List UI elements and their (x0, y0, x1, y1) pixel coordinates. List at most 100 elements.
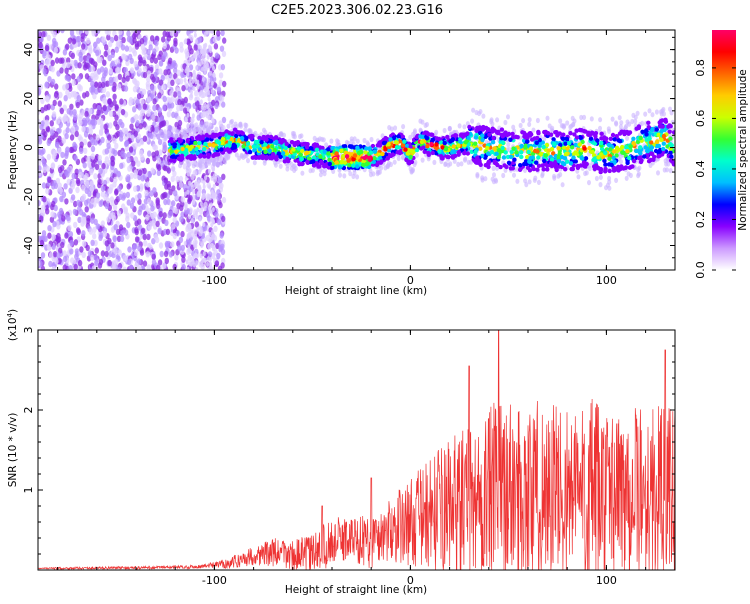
spectrogram-cell (42, 50, 46, 56)
spectrogram-cell (220, 244, 224, 250)
spectrogram-cell (85, 116, 89, 122)
spectrogram-cell (208, 238, 211, 243)
spectrogram-cell (224, 155, 228, 160)
spectrogram-cell (425, 136, 429, 140)
spectrogram-cell (115, 124, 119, 130)
spectrogram-cell (91, 119, 95, 125)
spectrogram-cell (39, 42, 43, 48)
spectrogram-cell (479, 109, 483, 114)
spectrogram-cell (124, 85, 128, 91)
spectrogram-cell (41, 148, 45, 154)
spectrogram-cell (90, 137, 94, 143)
spectrogram-cell (85, 91, 89, 97)
spectrogram-cell (193, 70, 196, 75)
spectrogram-cell (182, 264, 186, 270)
spectrogram-cell (99, 201, 103, 207)
spectrogram-cell (212, 119, 215, 124)
spectrogram-cell (63, 49, 67, 55)
spectrogram-cell (121, 109, 125, 115)
spectrogram-cell (167, 35, 171, 41)
spectrogram-cell (467, 125, 471, 129)
spectrogram-cell (434, 142, 438, 146)
spectrogram-cell (67, 225, 71, 231)
spectrogram-cell (179, 205, 183, 211)
spectrogram-cell (150, 213, 154, 219)
spectrogram-cell (47, 225, 51, 231)
spectrogram-cell (124, 207, 128, 213)
spectrogram-cell (300, 142, 304, 146)
spectrogram-cell (146, 49, 150, 55)
spectrogram-cell (620, 150, 624, 154)
spectrogram-cell (41, 252, 45, 258)
spectrogram-cell (103, 70, 107, 76)
spectrogram-cell (485, 146, 489, 150)
spectrogram-cell (385, 164, 389, 169)
spectrogram-cell (152, 187, 156, 193)
spectrogram-cell (557, 159, 561, 163)
spectrogram-cell (169, 90, 173, 96)
spectrogram-cell (173, 40, 177, 46)
spectrogram-cell (198, 192, 201, 197)
spectrogram-cell (130, 117, 134, 123)
spectrogram-cell (188, 261, 191, 266)
spectrogram-cell (134, 250, 138, 256)
spectrogram-cell (207, 55, 210, 60)
spectrogram-cell (81, 43, 85, 49)
spectrogram-cell (369, 172, 373, 177)
spectrogram-cell (492, 166, 496, 171)
spectrogram-cell (192, 79, 195, 84)
spectrogram-cell (211, 229, 214, 234)
spectrogram-cell (393, 125, 397, 130)
spectrogram-cell (157, 164, 161, 170)
spectrogram-cell (466, 136, 470, 140)
spectrogram-cell (78, 260, 82, 266)
spectrogram-cell (77, 84, 81, 90)
spectrogram-cell (66, 127, 70, 133)
spectrogram-cell (184, 78, 187, 83)
spectrogram-cell (119, 224, 123, 230)
spectrogram-cell (40, 107, 44, 113)
spectrogram-cell (216, 195, 220, 201)
spectrogram-cell (78, 120, 82, 126)
spectrogram-cell (84, 131, 88, 137)
spectrogram-cell (119, 98, 123, 104)
spectrogram-cell (437, 149, 441, 153)
spectrogram-cell (179, 182, 183, 188)
spectrogram-cell (222, 37, 226, 43)
spectrogram-cell (636, 173, 640, 178)
spectrogram-cell (192, 189, 195, 194)
spectrogram-cell (90, 255, 94, 261)
spectrogram-cell (63, 95, 67, 101)
spectrogram-cell (198, 154, 202, 158)
spectrogram-cell (330, 166, 334, 170)
spectrogram-cell (41, 266, 45, 272)
spectrogram-cell (196, 85, 199, 90)
spectrogram-cell (195, 260, 198, 265)
spectrogram-cell (560, 123, 564, 128)
spectrogram-cell (79, 148, 83, 154)
spectrogram-cell (629, 144, 633, 148)
spectrogram-cell (163, 96, 167, 102)
spectrogram-cell (339, 149, 343, 153)
spectrogram-cell (528, 117, 532, 122)
spectrogram-cell (49, 252, 53, 258)
spectrogram-cell (204, 32, 207, 37)
spectrogram-cell (85, 188, 89, 194)
spectrogram-cell (649, 151, 653, 155)
spectrogram-cell (191, 218, 194, 223)
spectrogram-cell (164, 161, 168, 166)
spectrogram-cell (133, 79, 137, 85)
spectrogram-cell (179, 237, 183, 243)
spectrogram-cell (221, 216, 225, 222)
spectrogram-cell (201, 259, 204, 264)
spectrogram-cell (146, 181, 150, 187)
spectrogram-cell (493, 146, 497, 150)
spectrogram-cell (113, 236, 117, 242)
spectrogram-cell (86, 215, 90, 221)
spectrogram-cell (612, 149, 616, 153)
spectrogram-cell (131, 160, 135, 166)
spectrogram-cell (177, 91, 181, 97)
spectrogram-cell (448, 126, 452, 131)
spectrogram-cell (583, 164, 587, 168)
spectrogram-cell (204, 206, 207, 211)
